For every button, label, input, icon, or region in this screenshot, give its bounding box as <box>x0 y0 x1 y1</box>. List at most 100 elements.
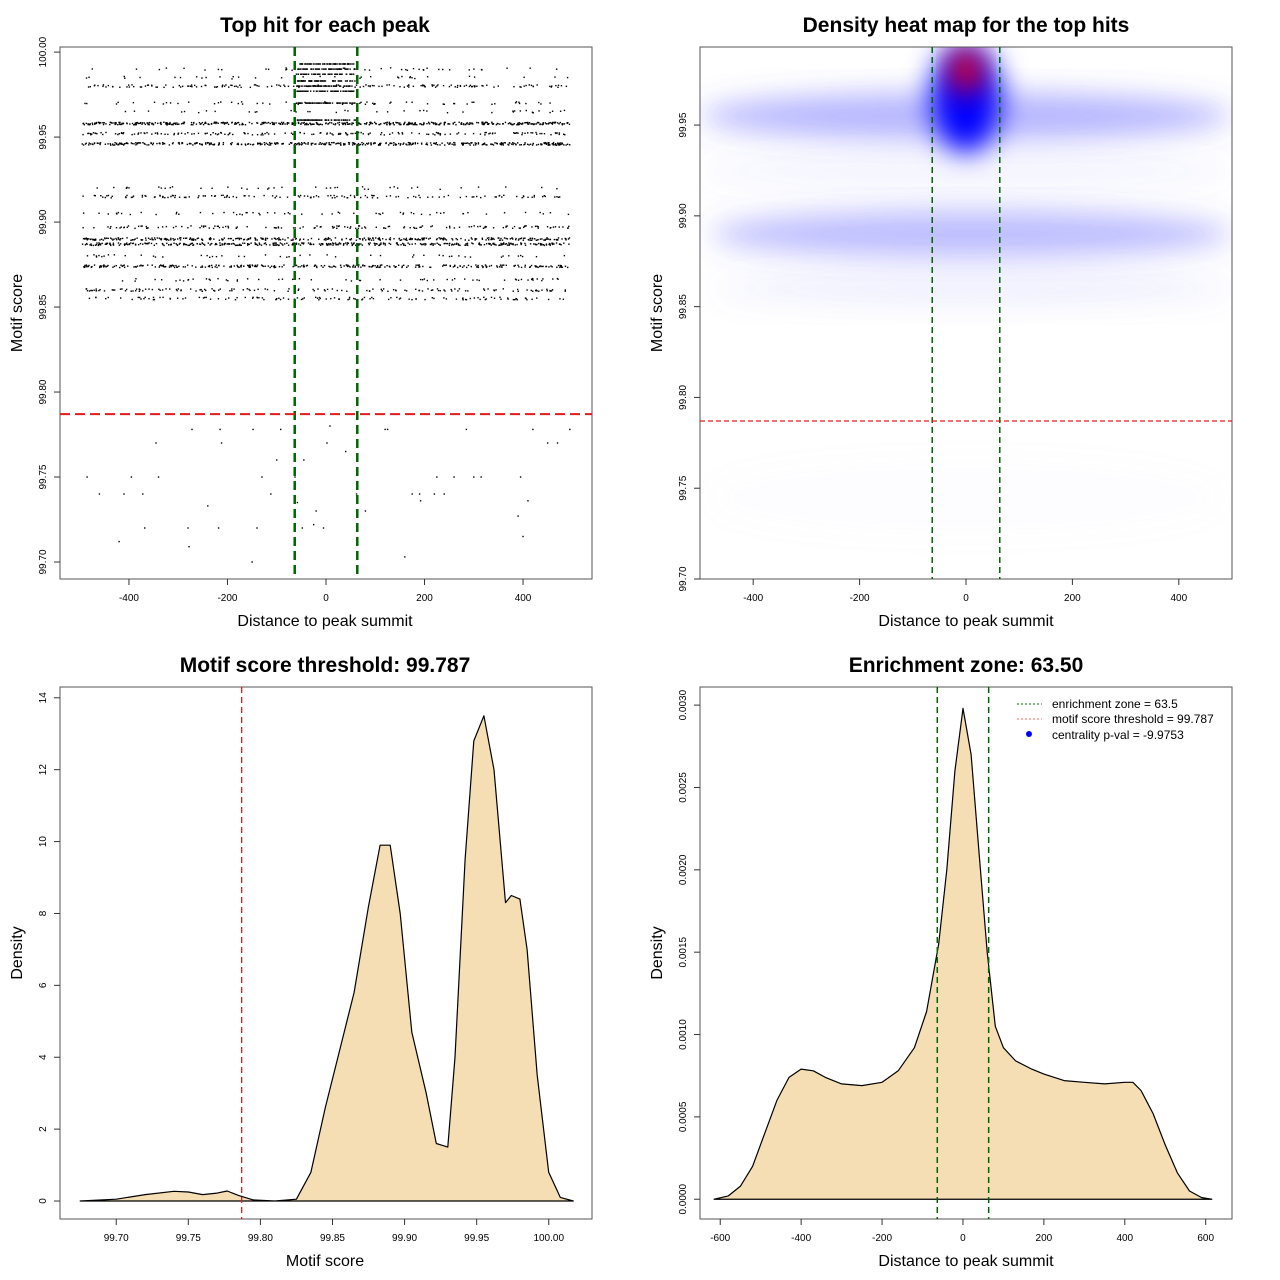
data-point <box>339 73 341 75</box>
data-point <box>221 243 223 245</box>
data-point <box>507 143 509 146</box>
data-point <box>160 264 162 266</box>
data-point <box>554 76 556 78</box>
data-point <box>531 298 533 300</box>
data-point <box>329 63 331 65</box>
data-point <box>334 237 337 239</box>
data-point <box>532 279 534 281</box>
data-point <box>99 244 102 246</box>
data-point <box>443 297 445 299</box>
data-point <box>141 194 144 197</box>
data-point <box>237 142 239 145</box>
data-point <box>146 144 148 146</box>
data-point <box>309 243 311 246</box>
data-point <box>520 278 523 281</box>
data-point <box>408 86 410 88</box>
data-point <box>475 264 477 266</box>
data-point <box>381 238 384 240</box>
data-point <box>273 290 276 292</box>
data-point <box>546 288 548 291</box>
data-point <box>509 123 512 125</box>
data-point <box>438 68 440 71</box>
data-point <box>136 237 138 239</box>
data-point <box>432 243 434 245</box>
data-point <box>519 86 521 88</box>
data-point <box>341 122 343 124</box>
data-point <box>260 237 262 239</box>
data-point <box>392 122 394 125</box>
data-point <box>431 225 434 227</box>
data-point <box>303 119 305 121</box>
data-point <box>347 298 349 301</box>
data-point <box>174 76 176 79</box>
data-point <box>460 123 462 125</box>
data-point <box>318 63 320 65</box>
data-point <box>195 86 198 88</box>
data-point <box>401 133 404 135</box>
data-point <box>350 280 353 282</box>
data-point <box>222 143 224 146</box>
data-point <box>223 211 225 214</box>
data-point <box>284 239 286 241</box>
data-point <box>271 142 273 145</box>
data-point <box>539 123 542 125</box>
data-point <box>162 256 164 258</box>
data-point <box>118 133 120 135</box>
data-point <box>263 298 265 301</box>
data-point <box>165 225 168 228</box>
data-point <box>320 265 323 267</box>
data-point <box>485 226 488 228</box>
data-point <box>476 279 478 281</box>
data-point <box>500 298 502 300</box>
data-point <box>162 296 164 299</box>
data-point <box>88 132 90 135</box>
data-point <box>189 243 192 245</box>
data-point <box>425 243 427 245</box>
data-point <box>432 121 434 124</box>
data-point <box>407 141 410 144</box>
data-point <box>335 84 338 86</box>
data-point <box>86 239 88 241</box>
data-point <box>88 290 91 292</box>
data-point <box>256 133 259 136</box>
data-point <box>409 76 411 79</box>
data-point <box>336 68 339 70</box>
data-point <box>183 67 185 70</box>
data-point <box>552 144 554 146</box>
data-point <box>152 255 155 257</box>
data-point <box>500 266 503 268</box>
data-point <box>210 143 212 145</box>
data-point <box>315 186 317 188</box>
data-point <box>376 243 378 245</box>
data-point <box>472 132 475 135</box>
data-point <box>534 243 537 245</box>
data-point <box>478 243 480 245</box>
data-point <box>178 213 180 215</box>
data-point <box>135 278 137 280</box>
data-point <box>201 77 203 79</box>
data-point <box>203 296 206 299</box>
data-point <box>93 239 95 241</box>
data-point <box>467 290 469 292</box>
data-point <box>541 279 543 282</box>
data-point <box>230 243 233 245</box>
data-point <box>261 265 264 267</box>
data-point <box>301 63 304 65</box>
data-point <box>453 102 456 105</box>
data-point <box>159 296 161 299</box>
data-point <box>258 278 260 281</box>
data-point <box>85 288 88 290</box>
data-point <box>257 143 259 145</box>
data-point <box>481 238 484 241</box>
data-point <box>219 428 221 431</box>
data-point <box>369 298 371 300</box>
data-point <box>291 69 293 72</box>
data-point <box>271 195 274 197</box>
data-point <box>480 476 482 478</box>
data-point <box>541 132 543 135</box>
data-point <box>307 110 309 113</box>
data-point <box>291 278 294 281</box>
data-point <box>503 279 506 281</box>
x-tick-label: -200 <box>850 593 870 604</box>
data-point <box>238 243 241 246</box>
